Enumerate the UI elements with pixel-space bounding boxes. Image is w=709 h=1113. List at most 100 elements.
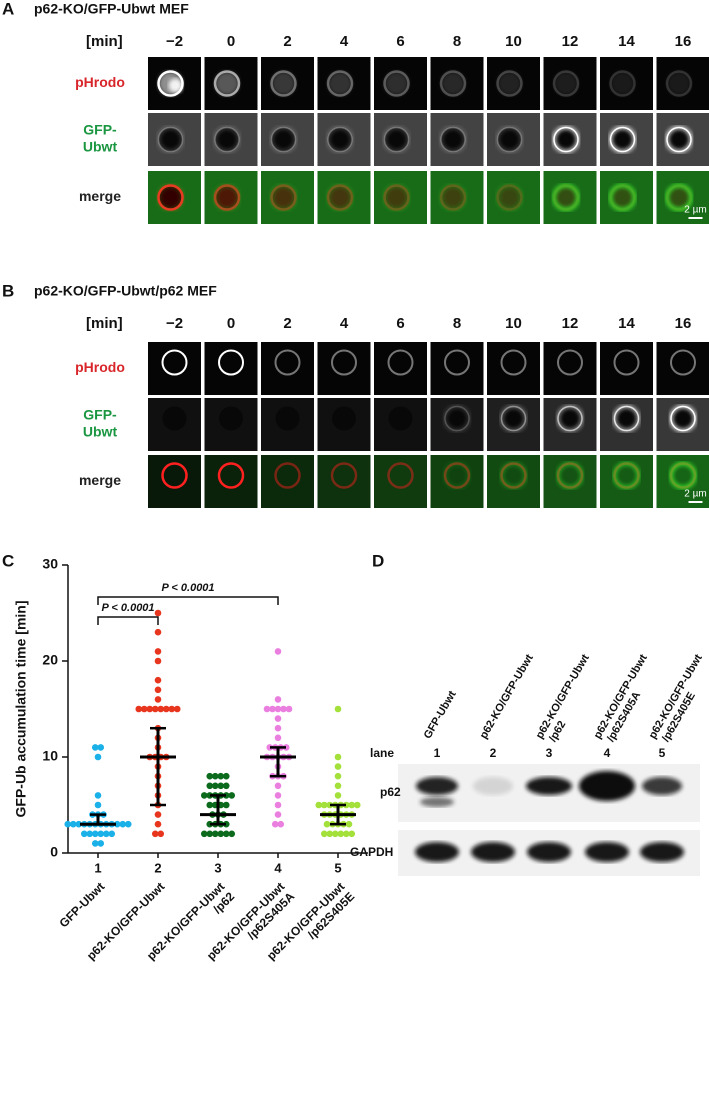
blot-band: [527, 842, 571, 862]
signal: [217, 462, 245, 489]
data-point: [157, 830, 165, 838]
signal: [557, 405, 583, 432]
signal: [271, 71, 296, 96]
lane-number: 5: [659, 746, 666, 760]
signal: [383, 70, 410, 97]
data-point: [154, 648, 162, 655]
image-background: [600, 342, 653, 395]
signal: [496, 126, 523, 153]
blot-band: [416, 777, 458, 795]
image-cell: [148, 171, 201, 224]
data-point: [269, 705, 276, 713]
time-label: 4: [340, 315, 349, 332]
time-label: −2: [166, 33, 183, 50]
image-cell: [317, 398, 371, 451]
panel-letter: B: [2, 281, 14, 300]
channel-label: merge: [79, 472, 121, 488]
signal: [609, 70, 636, 97]
data-point: [285, 705, 293, 713]
lane-label-text: p62-KO/GFP-Ubwt: [478, 652, 536, 741]
image-cell: [600, 398, 653, 451]
image-cell: [317, 57, 371, 110]
data-point: [326, 801, 334, 809]
data-point: [334, 782, 342, 790]
image-cell: [487, 398, 540, 451]
data-point: [206, 830, 214, 838]
image-cell: [204, 171, 258, 224]
time-label: 12: [562, 33, 579, 50]
data-point: [331, 830, 339, 838]
image-cell: [487, 57, 540, 110]
data-point: [91, 744, 99, 751]
data-point: [222, 792, 230, 799]
image-cell: [148, 455, 201, 508]
image-cell: [317, 342, 371, 395]
image-background: [656, 342, 709, 395]
lane-label: p62-KO/GFP-Ubwt: [478, 652, 536, 741]
image-cell: [204, 342, 258, 395]
data-point: [274, 811, 282, 818]
image-cell: [600, 342, 653, 395]
signal: [613, 405, 640, 432]
image-cell: [261, 171, 314, 224]
signal: [440, 126, 466, 153]
image-background: [374, 342, 427, 395]
blot-band: [585, 842, 629, 862]
data-point: [168, 705, 176, 713]
signal: [383, 184, 410, 211]
signal: [443, 462, 471, 489]
blot-band: [642, 777, 682, 795]
signal: [326, 184, 354, 211]
signal: [384, 71, 409, 96]
channel-label: merge: [79, 188, 121, 204]
y-tick-label: 30: [42, 556, 58, 572]
data-point: [173, 705, 181, 713]
image-cell: [261, 113, 314, 166]
data-point: [206, 772, 214, 780]
signal: [497, 127, 522, 152]
image-cell: [261, 398, 314, 451]
signal: [666, 126, 692, 153]
significance-bracket: [97, 596, 279, 605]
signal: [158, 127, 183, 152]
signal: [443, 405, 471, 432]
data-point: [274, 724, 282, 732]
data-point: [151, 830, 159, 838]
signal: [496, 184, 523, 211]
image-cell: [656, 113, 709, 166]
signal: [326, 126, 354, 153]
data-point: [334, 763, 342, 770]
time-label: 16: [675, 33, 692, 50]
image-cell: [656, 171, 709, 224]
data-point: [217, 772, 225, 780]
signal: [553, 126, 579, 153]
data-point: [64, 820, 72, 828]
data-point: [274, 792, 282, 799]
significance-bracket: [97, 616, 159, 625]
data-point: [274, 696, 282, 703]
signal: [609, 184, 636, 211]
data-point: [342, 830, 350, 838]
signal: [331, 349, 357, 376]
signal: [328, 127, 352, 152]
panel-title: p62-KO/GFP-Ubwt MEF: [34, 1, 189, 17]
signal: [667, 71, 691, 96]
data-point: [274, 801, 282, 809]
signal: [328, 71, 352, 96]
data-point: [348, 801, 356, 809]
signal: [214, 126, 240, 153]
data-point: [154, 676, 162, 684]
signal: [271, 185, 296, 210]
image-cell: [204, 113, 258, 166]
data-point: [274, 648, 282, 655]
data-point: [334, 753, 342, 761]
signal: [161, 349, 188, 376]
data-point: [97, 830, 105, 838]
image-cell: [430, 113, 484, 166]
image-cell: [374, 342, 427, 395]
image-cell: [656, 398, 709, 451]
data-point: [274, 782, 282, 790]
blot-band: [579, 771, 635, 801]
